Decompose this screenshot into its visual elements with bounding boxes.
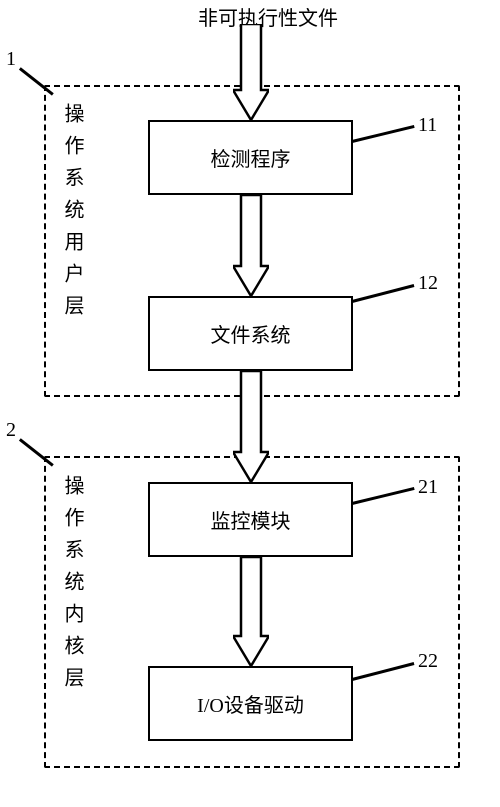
node-number: 11 xyxy=(418,114,437,137)
region-number: 1 xyxy=(6,48,16,71)
arrow-down xyxy=(233,24,269,120)
region-side-label: 操作系统内核层 xyxy=(58,475,87,699)
leader-line xyxy=(19,438,54,466)
flow-node: 监控模块 xyxy=(148,482,353,557)
arrow-down xyxy=(233,195,269,296)
region-number: 2 xyxy=(6,419,16,442)
node-number: 22 xyxy=(418,650,438,673)
flow-node: 文件系统 xyxy=(148,296,353,371)
arrow-down xyxy=(233,371,269,482)
node-number: 21 xyxy=(418,476,438,499)
arrow-down xyxy=(233,557,269,666)
flow-diagram: 非可执行性文件1操作系统用户层2操作系统内核层检测程序11文件系统12监控模块2… xyxy=(0,0,500,807)
node-number: 12 xyxy=(418,272,438,295)
leader-line xyxy=(19,67,54,95)
region-side-label: 操作系统用户层 xyxy=(58,103,87,327)
flow-node: I/O设备驱动 xyxy=(148,666,353,741)
flow-node: 检测程序 xyxy=(148,120,353,195)
